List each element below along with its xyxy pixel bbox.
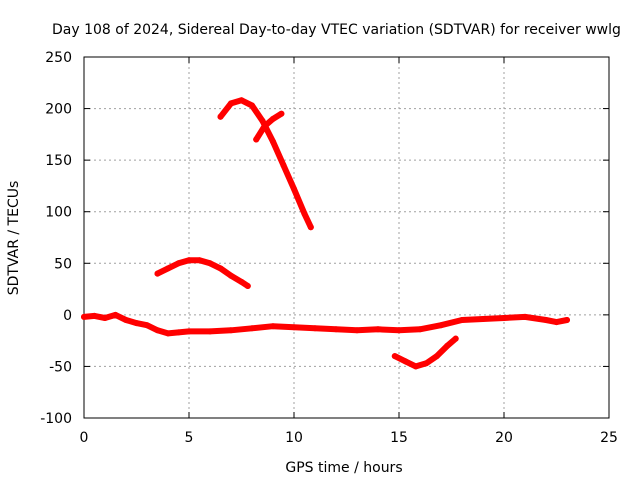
x-tick-label: 20 bbox=[495, 430, 513, 446]
data-point bbox=[291, 186, 297, 192]
data-point bbox=[217, 113, 224, 120]
data-point bbox=[154, 270, 161, 277]
data-point bbox=[259, 117, 266, 124]
data-point bbox=[228, 100, 234, 107]
grid bbox=[84, 57, 609, 418]
series-line-arc-morning bbox=[154, 257, 251, 289]
data-point bbox=[459, 317, 465, 323]
y-tick-label: 250 bbox=[45, 50, 72, 66]
data-point bbox=[553, 319, 560, 326]
data-point bbox=[144, 322, 150, 329]
data-point bbox=[402, 358, 409, 365]
data-point bbox=[165, 265, 171, 272]
y-tick-label: -50 bbox=[49, 359, 72, 375]
data-point bbox=[423, 360, 430, 367]
x-tick-label: 0 bbox=[80, 430, 89, 446]
data-point bbox=[154, 327, 161, 334]
series-line-arc-high bbox=[217, 97, 314, 231]
data-point bbox=[391, 353, 398, 360]
data-point bbox=[438, 322, 444, 329]
data-point bbox=[433, 353, 440, 360]
data-point bbox=[301, 210, 308, 217]
data-point bbox=[186, 257, 192, 264]
data-point bbox=[522, 313, 528, 320]
chart-title: Day 108 of 2024, Sidereal Day-to-day VTE… bbox=[52, 22, 621, 38]
data-point bbox=[165, 330, 171, 337]
data-point bbox=[291, 324, 297, 331]
data-point bbox=[133, 320, 140, 327]
data-point bbox=[333, 326, 339, 333]
data-point bbox=[186, 328, 192, 335]
data-point bbox=[452, 335, 459, 342]
data-point bbox=[312, 325, 318, 332]
data-point bbox=[396, 327, 402, 334]
data-point bbox=[238, 278, 245, 285]
data-point bbox=[207, 328, 213, 335]
x-tick-label: 10 bbox=[285, 430, 303, 446]
data-point bbox=[261, 123, 268, 130]
data-point bbox=[354, 327, 360, 334]
y-axis-label: SDTVAR / TECUs bbox=[6, 181, 22, 296]
data-point bbox=[417, 326, 423, 333]
x-axis-label: GPS time / hours bbox=[285, 460, 402, 476]
y-tick-label: 200 bbox=[45, 102, 72, 118]
x-tick-label: 5 bbox=[185, 430, 194, 446]
y-tick-label: 150 bbox=[45, 153, 72, 169]
data-point bbox=[412, 363, 419, 370]
plot-frame bbox=[83, 56, 610, 419]
data-point bbox=[217, 265, 224, 272]
axis-ticks: 0 5 10 15 20 25 -100 -50 0 50 100 150 200 250 bbox=[40, 50, 618, 446]
y-tick-label: -100 bbox=[40, 411, 72, 427]
data-point bbox=[228, 327, 234, 334]
data-point bbox=[253, 136, 260, 143]
data-point bbox=[112, 311, 119, 318]
data-point bbox=[81, 313, 87, 320]
data-series bbox=[81, 97, 570, 370]
data-point bbox=[270, 115, 276, 122]
series-line-arc-high-branch bbox=[253, 110, 285, 143]
data-point bbox=[196, 257, 203, 264]
data-point bbox=[175, 260, 182, 267]
data-point bbox=[564, 317, 570, 323]
data-point bbox=[375, 326, 381, 333]
data-point bbox=[244, 283, 251, 289]
data-point bbox=[501, 315, 507, 321]
data-point bbox=[307, 224, 314, 231]
data-point bbox=[249, 102, 255, 109]
x-tick-label: 15 bbox=[390, 430, 408, 446]
data-point bbox=[249, 325, 255, 332]
data-point bbox=[543, 317, 549, 323]
data-point bbox=[238, 97, 245, 104]
data-point bbox=[123, 317, 129, 323]
data-point bbox=[480, 316, 486, 322]
data-point bbox=[270, 323, 276, 330]
data-point bbox=[207, 260, 213, 267]
y-tick-label: 100 bbox=[45, 205, 72, 221]
data-point bbox=[91, 312, 98, 319]
data-point bbox=[175, 329, 182, 336]
data-point bbox=[270, 138, 276, 145]
data-point bbox=[102, 315, 108, 321]
data-point bbox=[278, 110, 285, 117]
data-point bbox=[280, 162, 287, 169]
x-tick-label: 25 bbox=[600, 430, 618, 446]
y-tick-label: 50 bbox=[54, 256, 72, 272]
y-tick-label: 0 bbox=[63, 308, 72, 324]
data-point bbox=[444, 342, 451, 349]
data-point bbox=[228, 272, 234, 279]
